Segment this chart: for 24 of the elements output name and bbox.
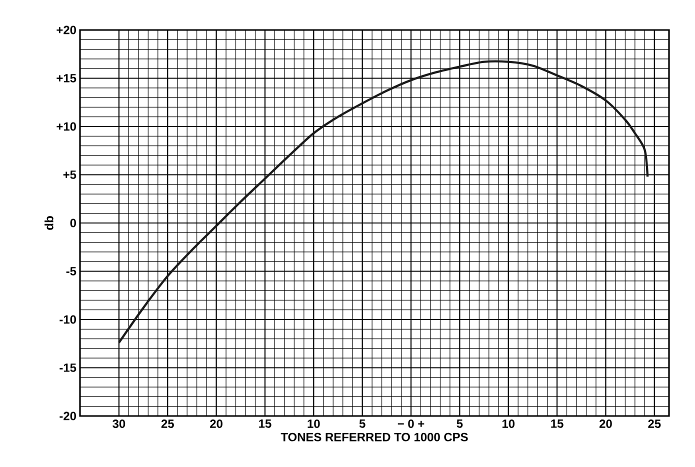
y-tick-label: -20 xyxy=(60,412,76,420)
x-tick-label: 25 xyxy=(648,420,661,428)
line-series xyxy=(118,60,649,344)
x-tick-label: − 0 + xyxy=(398,420,424,428)
x-tick-label: 10 xyxy=(308,420,320,428)
y-tick-label: -5 xyxy=(66,267,76,276)
x-tick-label: 25 xyxy=(161,420,174,428)
x-tick-label: 15 xyxy=(551,420,564,428)
y-tick-label: +20 xyxy=(56,26,76,34)
y-tick-label: +5 xyxy=(63,170,76,179)
x-axis-title: TONES REFERRED TO 1000 CPS xyxy=(280,432,468,442)
x-tick-label: 15 xyxy=(259,420,272,428)
y-tick-label: 0 xyxy=(70,218,76,228)
x-tick-label: 20 xyxy=(600,420,612,428)
x-tick-label: 10 xyxy=(502,420,515,428)
y-tick-label: -10 xyxy=(60,315,76,324)
x-tick-label: 20 xyxy=(210,420,222,428)
x-tick-label: 5 xyxy=(456,420,463,428)
y-axis-title: db xyxy=(44,216,54,230)
y-tick-label: +10 xyxy=(56,122,76,131)
y-tick-label: -15 xyxy=(60,364,76,372)
x-tick-label: 30 xyxy=(112,420,126,428)
x-tick-label: 5 xyxy=(359,420,366,428)
y-tick-label: +15 xyxy=(56,74,76,82)
